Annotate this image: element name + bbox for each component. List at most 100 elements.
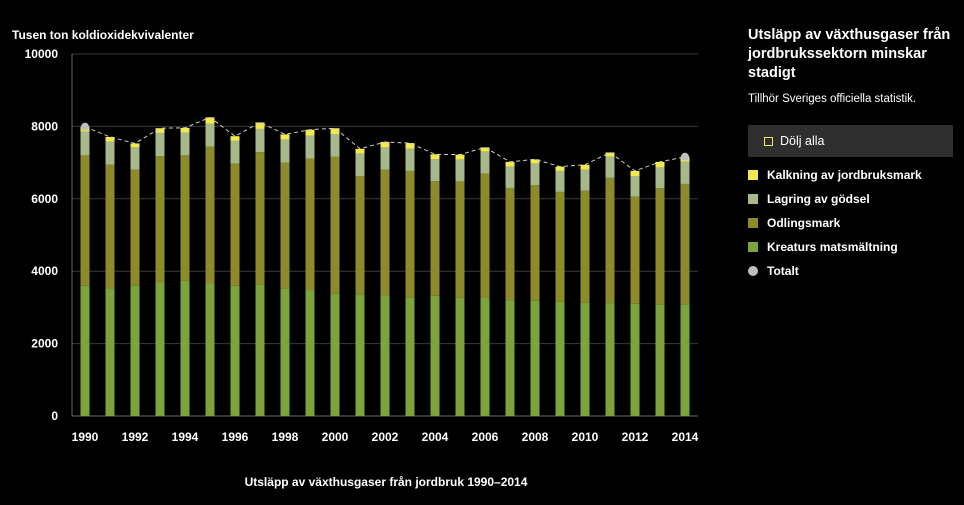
bar-segment-1992-2[interactable] (130, 169, 140, 286)
bar-segment-2013-4[interactable] (655, 161, 665, 168)
bar-segment-1999-2[interactable] (305, 158, 315, 291)
bar-segment-2011-3[interactable] (605, 156, 615, 178)
bar-segment-2004-2[interactable] (430, 181, 440, 296)
bar-segment-2000-4[interactable] (330, 128, 340, 135)
bar-segment-1997-3[interactable] (255, 128, 265, 153)
bar-segment-1994-2[interactable] (180, 155, 190, 281)
bar-segment-2007-4[interactable] (505, 161, 515, 167)
bar-segment-2000-1[interactable] (330, 293, 340, 416)
bar-segment-2006-2[interactable] (480, 173, 490, 298)
bar-segment-1993-2[interactable] (155, 156, 165, 283)
bar-segment-2008-4[interactable] (530, 159, 540, 164)
bar-segment-2007-2[interactable] (505, 187, 515, 301)
bar-segment-2007-3[interactable] (505, 166, 515, 188)
bar-segment-1996-1[interactable] (230, 285, 240, 416)
bars[interactable] (80, 117, 690, 416)
bar-segment-2003-3[interactable] (405, 148, 415, 171)
bar-segment-2011-2[interactable] (605, 177, 615, 304)
bar-segment-1991-3[interactable] (105, 141, 115, 165)
bar-segment-2004-3[interactable] (430, 159, 440, 182)
bar-segment-1991-2[interactable] (105, 164, 115, 289)
bar-segment-2009-1[interactable] (555, 301, 565, 416)
legend-item-totalt[interactable]: Totalt (748, 260, 922, 282)
bar-segment-1998-1[interactable] (280, 288, 290, 416)
bar-segment-2010-2[interactable] (580, 190, 590, 303)
bar-segment-2014-3[interactable] (680, 161, 690, 184)
bar-segment-2005-2[interactable] (455, 181, 465, 298)
bar-segment-2013-3[interactable] (655, 167, 665, 189)
bar-segment-2005-1[interactable] (455, 297, 465, 416)
bar-segment-1995-3[interactable] (205, 123, 215, 147)
bar-segment-2002-4[interactable] (380, 141, 390, 148)
bar-segment-1992-3[interactable] (130, 147, 140, 170)
total-point-2014[interactable] (681, 152, 689, 161)
bar-segment-2011-4[interactable] (605, 152, 615, 157)
total-point-1990[interactable] (81, 122, 89, 131)
bar-segment-2012-2[interactable] (630, 196, 640, 304)
bar-segment-2005-4[interactable] (455, 154, 465, 160)
bar-segment-1991-1[interactable] (105, 288, 115, 416)
bar-segment-1993-1[interactable] (155, 282, 165, 416)
bar-segment-2008-3[interactable] (530, 163, 540, 186)
total-line[interactable] (81, 116, 689, 172)
bar-segment-1996-4[interactable] (230, 136, 240, 141)
bar-segment-1998-2[interactable] (280, 162, 290, 289)
bar-segment-1998-4[interactable] (280, 134, 290, 140)
bar-segment-1991-4[interactable] (105, 136, 115, 142)
bar-segment-1996-2[interactable] (230, 163, 240, 286)
bar-segment-2014-1[interactable] (680, 304, 690, 416)
bar-segment-2006-4[interactable] (480, 147, 490, 152)
bar-segment-2002-1[interactable] (380, 295, 390, 416)
bar-segment-1990-1[interactable] (80, 285, 90, 416)
bar-segment-1995-4[interactable] (205, 117, 215, 124)
bar-segment-2010-4[interactable] (580, 164, 590, 170)
bar-segment-1992-1[interactable] (130, 285, 140, 416)
bar-segment-2003-2[interactable] (405, 170, 415, 298)
bar-segment-2001-1[interactable] (355, 294, 365, 416)
bar-segment-1996-3[interactable] (230, 140, 240, 164)
bar-segment-1997-1[interactable] (255, 284, 265, 416)
bar-segment-1999-3[interactable] (305, 135, 315, 159)
bar-segment-2008-2[interactable] (530, 185, 540, 301)
bar-segment-2003-4[interactable] (405, 143, 415, 149)
bar-segment-1994-1[interactable] (180, 280, 190, 416)
legend-item-odlingsmark[interactable]: Odlingsmark (748, 212, 922, 234)
bar-segment-1997-2[interactable] (255, 152, 265, 285)
bar-segment-2012-1[interactable] (630, 303, 640, 416)
bar-segment-2007-1[interactable] (505, 300, 515, 416)
bar-segment-1993-3[interactable] (155, 132, 165, 157)
hide-all-button[interactable]: Dölj alla (748, 125, 953, 157)
legend-item-kreaturs[interactable]: Kreaturs matsmältning (748, 236, 922, 258)
bar-segment-2004-1[interactable] (430, 295, 440, 416)
bar-segment-1994-3[interactable] (180, 132, 190, 156)
legend-item-kalkning[interactable]: Kalkning av jordbruksmark (748, 164, 922, 186)
bar-segment-2013-1[interactable] (655, 304, 665, 416)
bar-segment-1999-4[interactable] (305, 129, 315, 136)
bar-segment-2013-2[interactable] (655, 188, 665, 305)
bar-segment-1990-3[interactable] (80, 131, 90, 156)
bar-segment-1990-2[interactable] (80, 155, 90, 286)
bar-segment-2014-2[interactable] (680, 183, 690, 305)
bar-segment-2010-1[interactable] (580, 302, 590, 416)
bar-segment-2002-3[interactable] (380, 147, 390, 170)
bar-segment-2003-1[interactable] (405, 297, 415, 416)
bar-segment-2005-3[interactable] (455, 159, 465, 182)
bar-segment-2009-3[interactable] (555, 170, 565, 192)
bar-segment-1998-3[interactable] (280, 139, 290, 163)
legend-item-lagring[interactable]: Lagring av gödsel (748, 188, 922, 210)
bar-segment-1999-1[interactable] (305, 290, 315, 416)
bar-segment-2000-2[interactable] (330, 156, 340, 294)
bar-segment-2000-3[interactable] (330, 134, 340, 157)
bar-segment-2004-4[interactable] (430, 154, 440, 160)
bar-segment-2001-4[interactable] (355, 148, 365, 154)
bar-segment-2006-3[interactable] (480, 151, 490, 174)
bar-segment-2010-3[interactable] (580, 169, 590, 191)
bar-segment-2002-2[interactable] (380, 169, 390, 296)
bar-segment-1997-4[interactable] (255, 122, 265, 129)
bar-segment-1993-4[interactable] (155, 128, 165, 133)
bar-segment-2012-3[interactable] (630, 175, 640, 197)
bar-segment-1992-4[interactable] (130, 143, 140, 148)
bar-segment-2012-4[interactable] (630, 170, 640, 176)
bar-segment-2006-1[interactable] (480, 297, 490, 416)
bar-segment-1995-2[interactable] (205, 146, 215, 284)
